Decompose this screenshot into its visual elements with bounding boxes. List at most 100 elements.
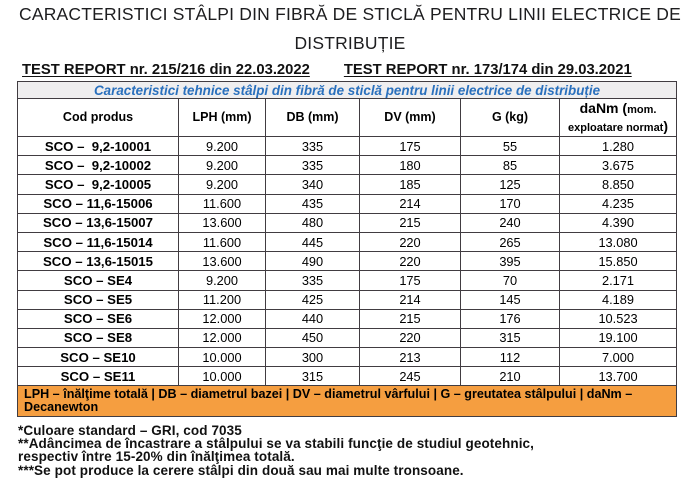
test-report-right: TEST REPORT nr. 173/174 din 29.03.2021 (343, 61, 632, 78)
cell-db: 435 (265, 193, 360, 214)
legend-line-2: Decanewton (24, 400, 99, 415)
table-row-sco-se11: SCO – SE11 10.000 315 245 210 13.700 (17, 366, 678, 387)
cell-db: 450 (265, 327, 360, 349)
cell-cod: SCO – SE5 (17, 289, 179, 310)
column-header-lph: LPH (mm) (178, 98, 266, 137)
column-header-dv: DV (mm) (359, 98, 461, 137)
cell-cod: SCO – 9,2-10002 (17, 155, 179, 176)
cell-dv: 215 (359, 212, 461, 233)
cell-lph: 9.200 (178, 270, 266, 291)
cell-g: 70 (460, 270, 560, 291)
cell-danm: 4.390 (558, 212, 678, 233)
cell-cod: SCO – SE4 (17, 270, 179, 291)
cell-dv: 213 (359, 347, 461, 368)
cell-g: 145 (460, 289, 560, 310)
table-row-sco-se6: SCO – SE6 12.000 440 215 176 10.523 (17, 308, 678, 329)
cell-dv: 220 (359, 327, 461, 349)
cell-lph: 9.200 (178, 155, 266, 176)
table-row-sco-se10: SCO – SE10 10.000 300 213 112 7.000 (17, 347, 678, 368)
cell-cod: SCO – 9,2-10005 (17, 174, 179, 195)
cell-cod: SCO – SE8 (17, 327, 179, 349)
cell-dv: 214 (359, 289, 461, 310)
cell-db: 490 (265, 251, 360, 272)
table-row-sco-11-6-15014: SCO – 11,6-15014 11.600 445 220 265 13.080 (17, 231, 678, 253)
table-row-sco-9-2-10002: SCO – 9,2-10002 9.200 335 180 85 3.675 (17, 155, 678, 176)
cell-g: 125 (460, 174, 560, 195)
footnote-2: **Adâncimea de încastrare a stâlpului se… (18, 435, 534, 451)
cell-g: 176 (460, 308, 560, 329)
page-title-line-1: CARACTERISTICI STÂLPI DIN FIBRĂ DE STICL… (19, 4, 681, 24)
table-row-sco-13-6-15015: SCO – 13,6-15015 13.600 490 220 395 15.850 (17, 251, 678, 272)
test-report-line: TEST REPORT nr. 215/216 din 22.03.2022 TE… (22, 62, 632, 78)
cell-lph: 9.200 (178, 174, 266, 195)
cell-dv: 214 (359, 193, 461, 214)
cell-cod: SCO – SE10 (17, 347, 179, 368)
cell-danm: 4.235 (558, 193, 678, 214)
cell-lph: 13.600 (178, 212, 266, 233)
cell-g: 240 (460, 212, 560, 233)
cell-dv: 215 (359, 308, 461, 329)
table-row-sco-se8: SCO – SE8 12.000 450 220 315 19.100 (17, 327, 678, 349)
cell-db: 315 (265, 366, 360, 387)
cell-lph: 11.200 (178, 289, 266, 310)
legend-line-1: LPH – înălţime totală | DB – diametrul b… (24, 386, 633, 401)
table-caption: Caracteristici tehnice stâlpi din fibră … (16, 81, 678, 99)
cell-danm: 1.280 (558, 135, 678, 157)
footnote-3: ***Se pot produce la cerere stâlpi din d… (18, 462, 464, 478)
cell-danm: 19.100 (558, 327, 678, 349)
cell-dv: 175 (359, 270, 461, 291)
cell-dv: 175 (359, 135, 461, 157)
cell-db: 425 (265, 289, 360, 310)
cell-danm: 4.189 (558, 289, 678, 310)
table-legend-row: LPH – înălţime totală | DB – diametrul b… (16, 385, 678, 418)
footnotes: *Culoare standard – GRI, cod 7035 **Adân… (18, 423, 534, 478)
cell-lph: 10.000 (178, 366, 266, 387)
cell-danm: 8.850 (558, 174, 678, 195)
spec-table: Caracteristici tehnice stâlpi din fibră … (16, 81, 678, 418)
cell-cod: SCO – 11,6-15014 (17, 231, 179, 253)
cell-danm: 10.523 (558, 308, 678, 329)
cell-lph: 9.200 (178, 135, 266, 157)
cell-dv: 220 (359, 251, 461, 272)
cell-lph: 12.000 (178, 327, 266, 349)
cell-g: 265 (460, 231, 560, 253)
cell-danm: 3.675 (558, 155, 678, 176)
cell-db: 445 (265, 231, 360, 253)
cell-lph: 11.600 (178, 193, 266, 214)
cell-danm: 7.000 (558, 347, 678, 368)
cell-g: 112 (460, 347, 560, 368)
column-header-db: DB (mm) (265, 98, 360, 137)
cell-dv: 185 (359, 174, 461, 195)
table-caption-row: Caracteristici tehnice stâlpi din fibră … (16, 81, 678, 99)
cell-g: 85 (460, 155, 560, 176)
cell-lph: 11.600 (178, 231, 266, 253)
cell-g: 315 (460, 327, 560, 349)
cell-db: 340 (265, 174, 360, 195)
page-title-line-2: DISTRIBUȚIE (294, 32, 406, 53)
cell-lph: 12.000 (178, 308, 266, 329)
cell-cod: SCO – 11,6-15006 (17, 193, 179, 214)
cell-db: 335 (265, 155, 360, 176)
cell-db: 335 (265, 270, 360, 291)
cell-db: 440 (265, 308, 360, 329)
cell-danm: 2.171 (558, 270, 678, 291)
column-header-danm: daNm (mom. exploatare normat) (558, 98, 678, 137)
cell-cod: SCO – 9,2-10001 (17, 135, 179, 157)
table-row-sco-13-6-15007: SCO – 13,6-15007 13.600 480 215 240 4.390 (17, 212, 678, 233)
cell-dv: 180 (359, 155, 461, 176)
table-row-sco-11-6-15006: SCO – 11,6-15006 11.600 435 214 170 4.235 (17, 193, 678, 214)
cell-dv: 245 (359, 366, 461, 387)
cell-lph: 10.000 (178, 347, 266, 368)
cell-cod: SCO – 13,6-15015 (17, 251, 179, 272)
cell-cod: SCO – SE11 (17, 366, 179, 387)
cell-dv: 220 (359, 231, 461, 253)
table-row-sco-se4: SCO – SE4 9.200 335 175 70 2.171 (17, 270, 678, 291)
footnote-2-cont: respectiv între 15-20% din înălţimea tot… (18, 449, 295, 465)
cell-db: 335 (265, 135, 360, 157)
cell-g: 55 (460, 135, 560, 157)
cell-danm: 13.700 (558, 366, 678, 387)
table-row-sco-se5: SCO – SE5 11.200 425 214 145 4.189 (17, 289, 678, 310)
table-row-sco-9-2-10001: SCO – 9,2-10001 9.200 335 175 55 1.280 (17, 135, 678, 157)
cell-g: 210 (460, 366, 560, 387)
